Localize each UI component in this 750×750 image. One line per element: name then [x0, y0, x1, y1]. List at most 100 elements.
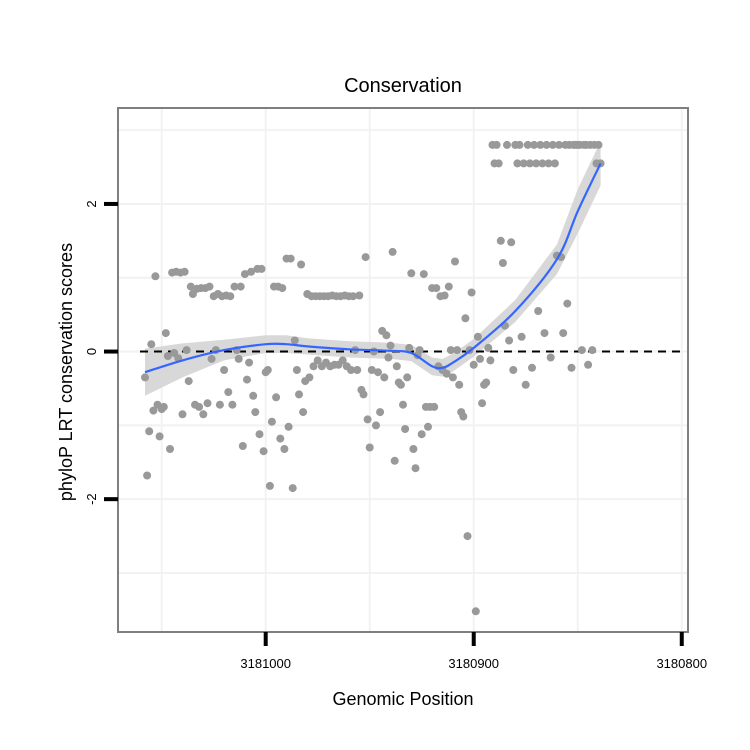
data-point: [528, 363, 536, 372]
panel-frame: [117, 107, 689, 633]
data-point: [517, 332, 526, 341]
data-point: [509, 366, 518, 374]
chart-title: Conservation: [344, 75, 462, 97]
data-point: [536, 140, 545, 149]
data-point: [455, 380, 464, 389]
data-point: [347, 366, 355, 374]
x-axis: 3181000 3180900 3180800: [240, 632, 707, 671]
data-point: [284, 422, 293, 431]
data-point: [548, 140, 557, 149]
data-point: [286, 254, 295, 263]
data-point: [180, 267, 189, 276]
data-point: [442, 369, 451, 378]
data-point: [184, 377, 193, 386]
data-point: [353, 366, 362, 374]
data-point: [451, 257, 459, 266]
data-point: [559, 329, 568, 338]
data-point: [519, 159, 528, 168]
data-point: [236, 282, 245, 291]
data-point: [145, 427, 154, 436]
data-point: [525, 159, 534, 168]
data-point: [484, 343, 493, 352]
data-point: [469, 360, 478, 369]
data-point: [186, 282, 195, 291]
data-point: [299, 408, 308, 417]
data-point: [594, 140, 603, 149]
data-point: [440, 291, 449, 300]
data-point: [430, 402, 439, 411]
data-point: [555, 140, 563, 149]
data-point: [215, 400, 224, 409]
data-point: [405, 343, 414, 352]
data-point: [567, 363, 576, 372]
y-tick-label: 2: [84, 200, 99, 207]
y-tick-label: 0: [84, 348, 99, 355]
confidence-ribbon: [145, 141, 601, 396]
data-point: [297, 260, 306, 269]
data-point: [403, 373, 412, 382]
data-point: [349, 292, 358, 301]
data-point: [542, 140, 551, 149]
data-point: [338, 356, 347, 365]
data-point: [486, 356, 495, 365]
data-point: [305, 373, 314, 382]
data-point: [195, 402, 204, 411]
data-point: [276, 434, 285, 443]
data-point: [207, 354, 216, 363]
y-axis-title: phyloP LRT conservation scores: [56, 243, 76, 501]
data-point: [513, 159, 522, 168]
data-point: [530, 140, 539, 149]
data-point: [205, 282, 214, 291]
data-point: [272, 393, 281, 402]
data-point: [376, 408, 385, 417]
data-point: [263, 366, 272, 374]
data-point: [482, 378, 491, 387]
data-point: [249, 391, 258, 400]
data-point: [255, 430, 264, 439]
x-tick-label: 3180800: [656, 656, 707, 671]
data-point: [365, 443, 374, 452]
x-tick-label: 3181000: [240, 656, 291, 671]
data-point: [372, 421, 380, 430]
data-point: [288, 484, 297, 493]
confidence-ribbon-layer: [145, 141, 601, 396]
data-point: [446, 346, 455, 355]
x-axis-title: Genomic Position: [332, 689, 473, 709]
data-point: [505, 336, 514, 345]
data-point: [238, 442, 247, 450]
data-point: [155, 432, 164, 441]
data-point: [247, 267, 256, 276]
data-point: [498, 259, 507, 267]
data-point: [563, 299, 572, 308]
data-point: [369, 347, 378, 356]
data-point: [141, 373, 149, 382]
data-point: [290, 336, 299, 345]
data-point: [503, 140, 511, 149]
data-point: [224, 388, 233, 397]
panel-background: [118, 108, 688, 632]
data-point: [534, 307, 543, 315]
data-point: [374, 368, 382, 377]
data-point: [267, 417, 276, 426]
data-point: [388, 247, 397, 256]
data-point: [359, 390, 368, 399]
data-point: [471, 607, 480, 616]
data-point: [182, 346, 191, 355]
data-point: [278, 284, 287, 293]
data-point: [257, 264, 266, 273]
data-point: [380, 373, 389, 382]
smooth-line-layer: [144, 162, 602, 374]
data-point: [361, 253, 370, 262]
data-point: [230, 282, 239, 291]
data-point: [295, 390, 303, 399]
data-point: [392, 362, 401, 371]
data-point: [386, 341, 395, 350]
data-point: [199, 410, 208, 419]
data-point: [292, 366, 301, 374]
data-point: [419, 270, 428, 279]
data-point: [382, 331, 391, 340]
data-point: [496, 236, 505, 245]
data-point: [577, 346, 586, 355]
data-point: [178, 410, 187, 419]
